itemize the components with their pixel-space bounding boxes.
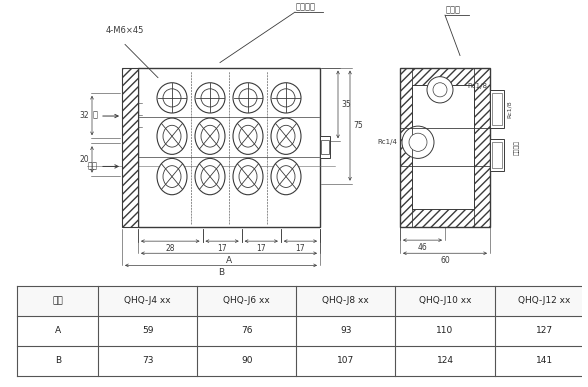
Ellipse shape [163, 89, 181, 107]
Circle shape [402, 126, 434, 158]
Text: 75: 75 [353, 121, 363, 130]
Ellipse shape [271, 158, 301, 195]
Text: 型号: 型号 [52, 296, 63, 305]
Text: B: B [218, 269, 224, 277]
Ellipse shape [233, 158, 263, 195]
Ellipse shape [239, 166, 257, 187]
Bar [492, 142, 502, 168]
Ellipse shape [157, 83, 187, 113]
Ellipse shape [271, 118, 301, 154]
Text: 90: 90 [241, 356, 252, 365]
Text: 17: 17 [218, 244, 227, 253]
Ellipse shape [233, 83, 263, 113]
Text: 35: 35 [341, 100, 351, 109]
Ellipse shape [277, 166, 295, 187]
Ellipse shape [163, 166, 181, 187]
Ellipse shape [163, 125, 181, 147]
Text: 分配器: 分配器 [446, 5, 461, 14]
Circle shape [409, 133, 427, 151]
Text: QHQ-J8 xx: QHQ-J8 xx [322, 296, 369, 305]
Text: 20: 20 [79, 155, 89, 164]
Bar [490, 90, 504, 128]
Text: 76: 76 [241, 326, 252, 335]
Text: 93: 93 [340, 326, 352, 335]
Text: Rc1/4: Rc1/4 [377, 139, 397, 145]
Text: QHQ-J10 xx: QHQ-J10 xx [419, 296, 471, 305]
Bar [122, 68, 138, 227]
Circle shape [433, 83, 447, 97]
Ellipse shape [277, 89, 295, 107]
Text: 32: 32 [79, 111, 89, 120]
Bar [138, 68, 320, 227]
Text: B: B [55, 356, 61, 365]
Text: A: A [226, 256, 232, 265]
Text: 60: 60 [440, 256, 450, 265]
Bar [412, 85, 474, 209]
Bar [320, 136, 330, 158]
Circle shape [427, 77, 453, 103]
Text: 4-M6×45: 4-M6×45 [106, 26, 145, 35]
Bar [490, 139, 504, 171]
Text: 124: 124 [436, 356, 453, 365]
Text: 107: 107 [338, 356, 355, 365]
Text: 59: 59 [142, 326, 153, 335]
Ellipse shape [201, 166, 219, 187]
Text: 17: 17 [256, 244, 266, 253]
Text: 127: 127 [536, 326, 553, 335]
Bar [492, 93, 502, 125]
Bar [18, 346, 588, 376]
Text: QHQ-J12 xx: QHQ-J12 xx [518, 296, 570, 305]
Bar [18, 316, 588, 346]
Ellipse shape [157, 118, 187, 154]
Text: Rc1/8: Rc1/8 [507, 100, 512, 118]
Text: Rc1/8: Rc1/8 [467, 83, 487, 89]
Ellipse shape [195, 158, 225, 195]
Text: 110: 110 [436, 326, 453, 335]
Ellipse shape [233, 118, 263, 154]
Bar [321, 140, 329, 154]
Text: 28: 28 [165, 244, 175, 253]
Text: QHQ-J6 xx: QHQ-J6 xx [223, 296, 270, 305]
Text: 油气出口: 油气出口 [514, 140, 520, 155]
Text: 141: 141 [536, 356, 553, 365]
Text: 混合器体: 混合器体 [296, 2, 316, 11]
Text: 空气: 空气 [88, 161, 98, 170]
Text: 油: 油 [93, 111, 98, 120]
Bar [400, 68, 490, 227]
Bar [18, 286, 588, 316]
Ellipse shape [239, 125, 257, 147]
Ellipse shape [195, 83, 225, 113]
Ellipse shape [201, 125, 219, 147]
Ellipse shape [277, 125, 295, 147]
Ellipse shape [271, 83, 301, 113]
Ellipse shape [201, 89, 219, 107]
Ellipse shape [157, 158, 187, 195]
Text: QHQ-J4 xx: QHQ-J4 xx [124, 296, 171, 305]
Text: 17: 17 [296, 244, 305, 253]
Ellipse shape [239, 89, 257, 107]
Ellipse shape [195, 118, 225, 154]
Text: 46: 46 [417, 243, 427, 252]
Text: 73: 73 [142, 356, 153, 365]
Text: A: A [55, 326, 61, 335]
